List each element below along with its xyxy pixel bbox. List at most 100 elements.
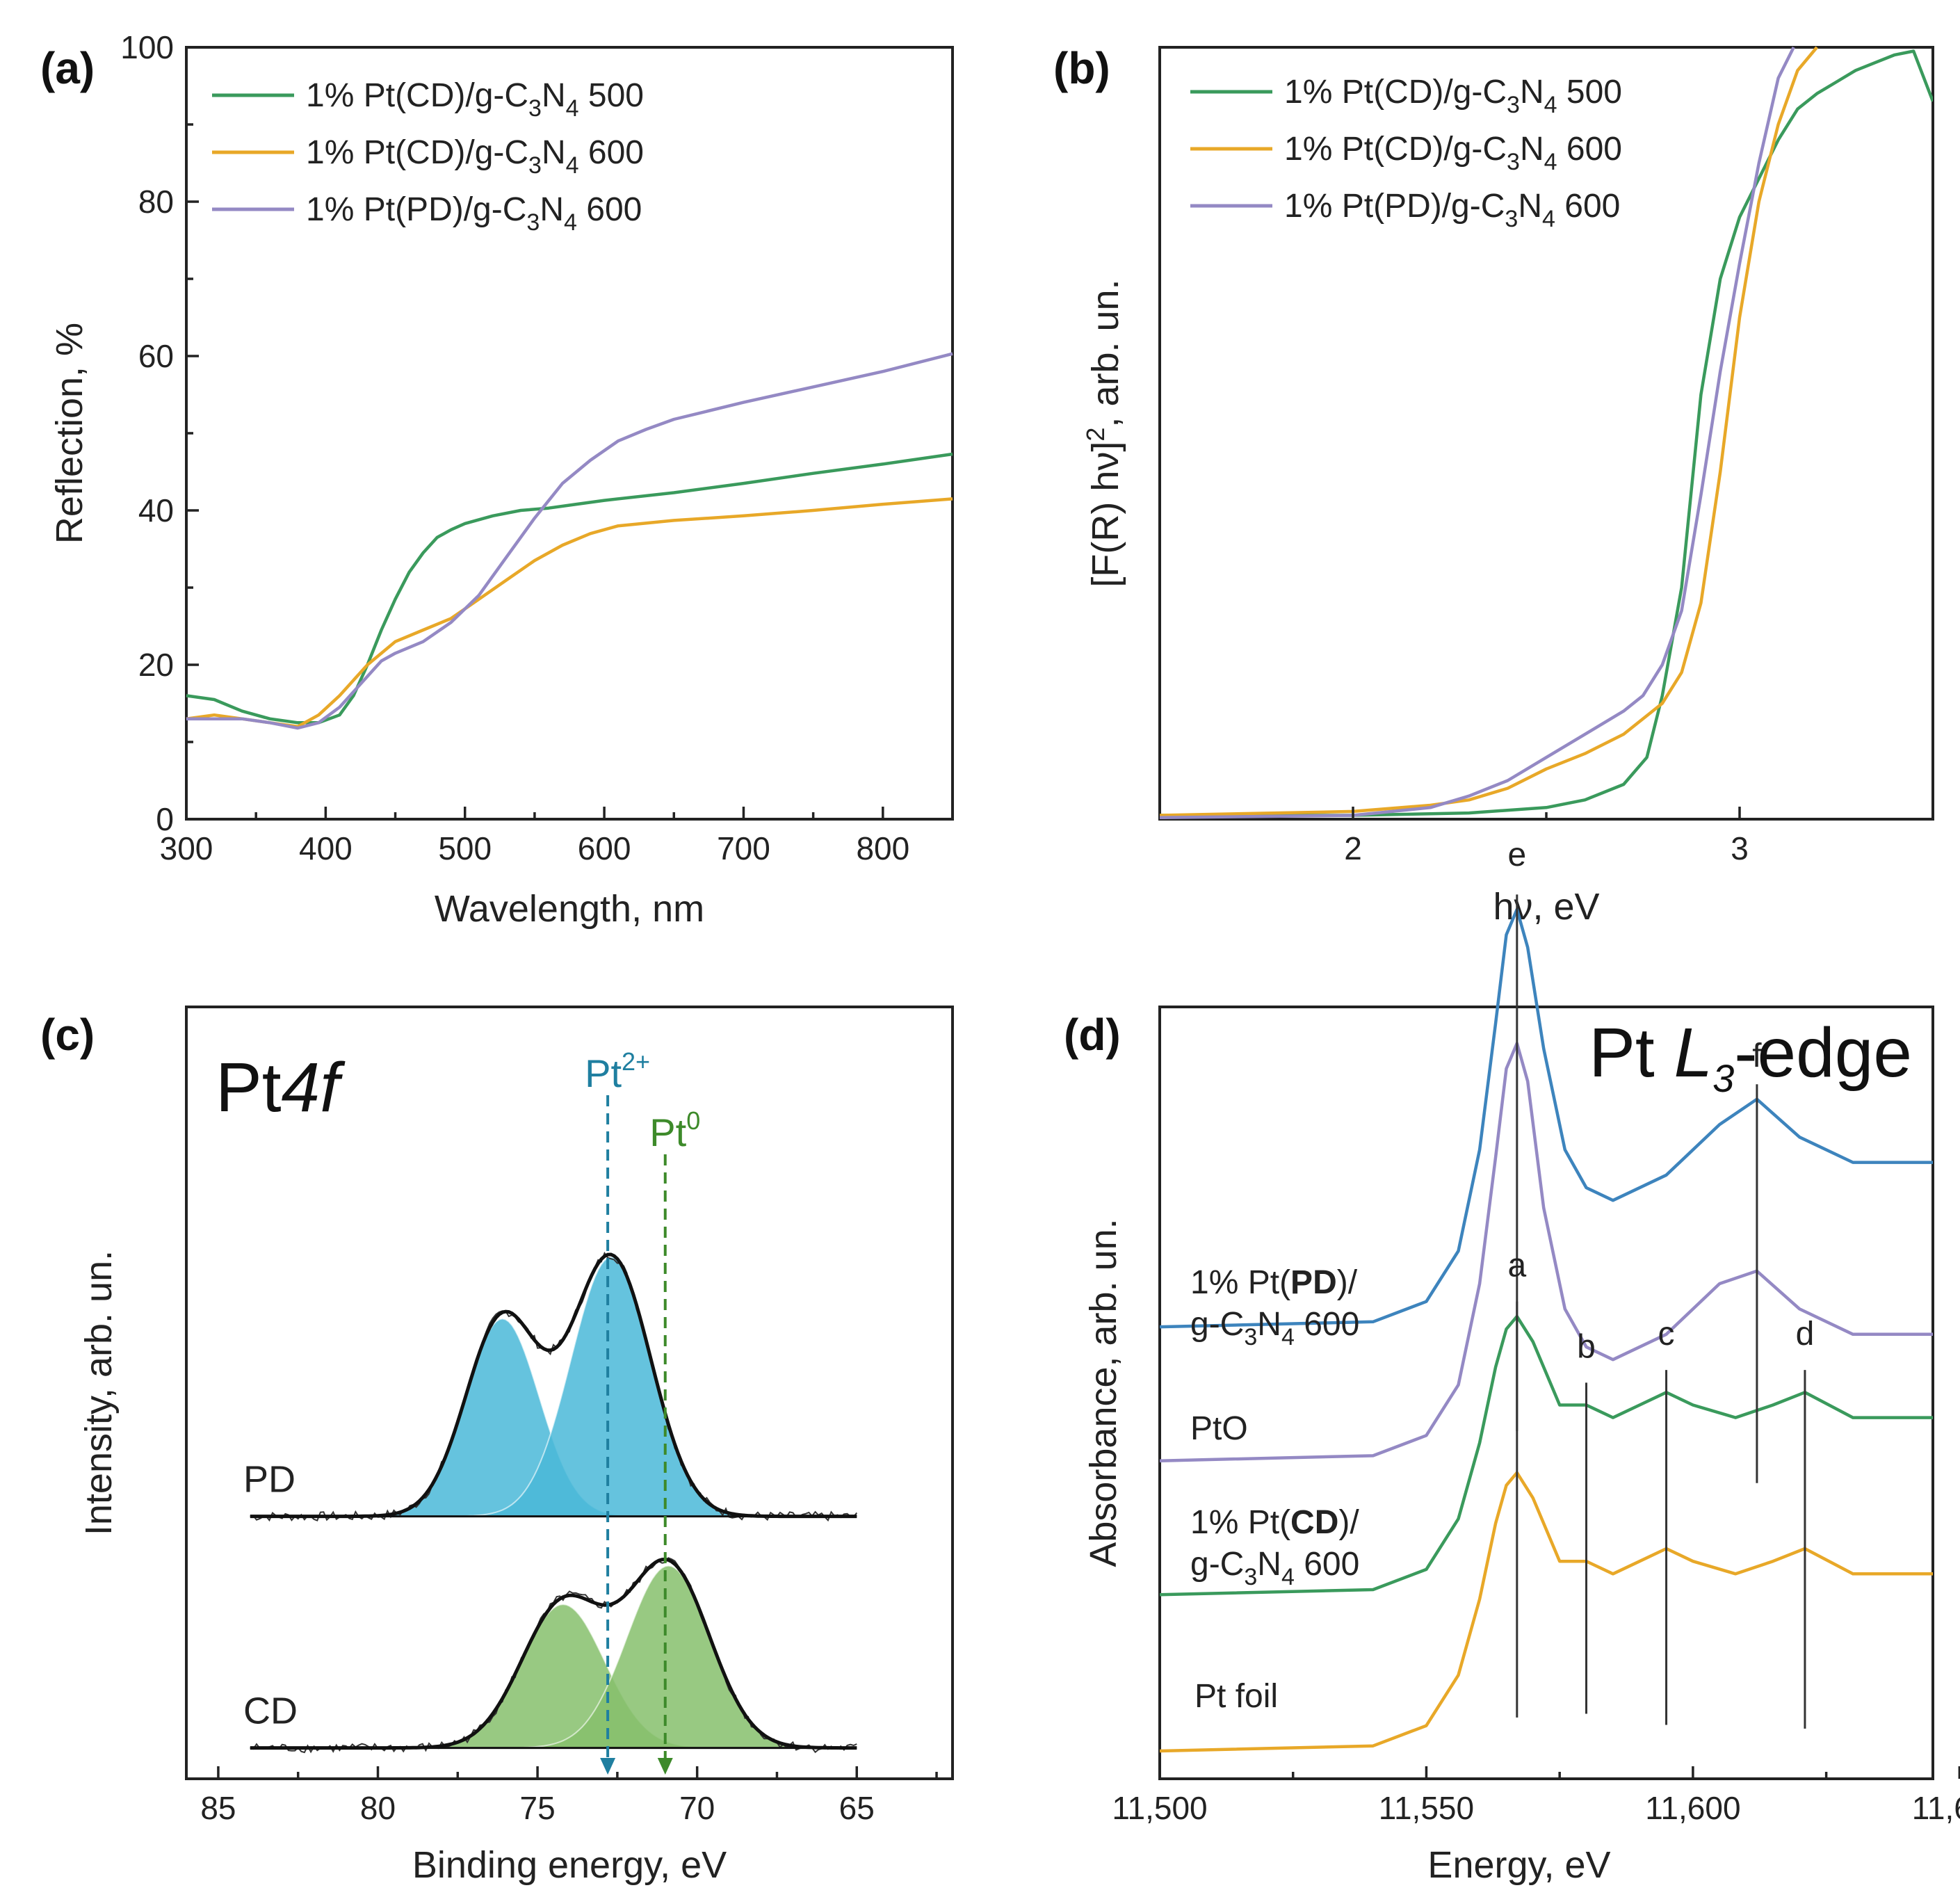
panel-c-ylabel: Intensity, arb. un. xyxy=(78,1250,120,1535)
panel-b-ylabel-sup: 2 xyxy=(1081,428,1110,442)
panel-d-series-label-2-line2: g-C3N4 600 xyxy=(1190,1546,1359,1590)
panel-c-letter: (c) xyxy=(40,1010,95,1060)
panel-b-ylabel-main: [F(R) hν] xyxy=(1085,442,1126,588)
panel-b-series-2 xyxy=(1160,46,1795,819)
panel-c-label-CD: CD xyxy=(243,1690,298,1732)
panel-d-xtick-label-0: 11,500 xyxy=(1112,1790,1207,1826)
panel-d-series-2 xyxy=(1159,1314,1933,1597)
panel-a-xtick-label-4: 700 xyxy=(717,830,770,866)
panel-c-xtick-label-2: 75 xyxy=(519,1790,555,1826)
panel-b-xlabel: hν, eV xyxy=(1493,886,1599,928)
panel-b-legend-2-label: 1% Pt(PD)/g-C3N4 600 xyxy=(1284,188,1620,232)
panel-d-series-label-1: PtO xyxy=(1190,1410,1248,1447)
panel-a-ytick-label-3: 60 xyxy=(138,338,174,374)
panel-c-markers: Pt2+ Pt0 xyxy=(585,1047,700,1775)
panel-a-legend-0-label: 1% Pt(CD)/g-C3N4 500 xyxy=(306,77,644,122)
panel-a-ticks: 300 400 500 600 700 800 0 20 40 60 80 100 xyxy=(120,29,954,866)
panel-a-letter: (a) xyxy=(40,43,95,93)
panel-d-title-ital: L xyxy=(1674,1014,1712,1092)
panel-d-series-label-3: Pt foil xyxy=(1194,1678,1278,1715)
panel-a-legend-1-label: 1% Pt(CD)/g-C3N4 600 xyxy=(306,134,644,179)
panel-c-CD-component-0 xyxy=(250,1604,857,1749)
panel-b-series-1 xyxy=(1160,46,1818,817)
panel-a-ytick-label-5: 100 xyxy=(120,29,174,65)
panel-c-xlabel: Binding energy, eV xyxy=(412,1844,727,1886)
panel-b-ylabel-tail: , arb. un. xyxy=(1085,279,1126,427)
panel-b-letter: (b) xyxy=(1053,43,1110,93)
panel-d-xtick-label-1: 11,550 xyxy=(1379,1790,1474,1826)
panel-a-ytick-label-0: 0 xyxy=(156,801,174,837)
panel-a-xtick-label-0: 300 xyxy=(160,830,213,866)
panel-b-xtick-label-1: 3 xyxy=(1731,830,1749,866)
panel-d-xtick-label-3: 11,650 xyxy=(1912,1790,1960,1826)
panel-d-feature-label-e: e xyxy=(1507,837,1526,873)
panel-c-xtick-label-0: 85 xyxy=(200,1790,236,1826)
panel-c-ticks: 85 80 75 70 65 xyxy=(200,1766,938,1826)
panel-a-xlabel: Wavelength, nm xyxy=(435,888,704,930)
panel-c-marker-label-0: Pt2+ xyxy=(585,1047,650,1095)
panel-a-series-2 xyxy=(186,352,953,730)
panel-d-feature-label-d: d xyxy=(1796,1316,1815,1353)
panel-d-title: Pt L3-edge xyxy=(1589,1014,1912,1100)
panel-d-title-sub: 3 xyxy=(1712,1056,1734,1100)
panel-b-series xyxy=(1160,46,1933,819)
panel-d-series-3 xyxy=(1159,1471,1933,1753)
panel-a-ytick-label-1: 20 xyxy=(138,647,174,683)
panel-a-ylabel: Reflection, % xyxy=(49,323,90,544)
panel-a-xtick-label-5: 800 xyxy=(856,830,909,866)
panel-d-title-tail: -edge xyxy=(1734,1014,1912,1092)
panel-c-title-ital: 4f xyxy=(281,1049,346,1127)
panel-d: (d) e f a b c d 1% Pt(PD)/ g-C3N4 600 PtO 1% Pt(… xyxy=(1064,837,1960,1886)
panel-b-ylabel: [F(R) hν]2, arb. un. xyxy=(1081,279,1126,587)
panel-c-marker-label-1: Pt0 xyxy=(649,1106,700,1154)
panel-d-features: e f a b c d xyxy=(1507,837,1814,1729)
panel-b-xtick-label-0: 2 xyxy=(1344,830,1362,866)
panel-c-title: Pt4f xyxy=(216,1049,346,1127)
panel-b-legend-1-label: 1% Pt(CD)/g-C3N4 600 xyxy=(1284,131,1622,175)
panel-d-series-label-0-line1: 1% Pt(PD)/ xyxy=(1190,1264,1358,1301)
panel-c-title-main: Pt xyxy=(216,1049,282,1127)
panel-c-marker-arrow-1 xyxy=(657,1758,673,1775)
panel-d-ticks: 11,500 11,550 11,600 11,650 xyxy=(1112,1766,1960,1826)
panel-c-label-PD: PD xyxy=(243,1459,295,1501)
panel-c-xtick-label-1: 80 xyxy=(360,1790,396,1826)
panel-d-series-label-2-line1: 1% Pt(CD)/ xyxy=(1190,1504,1359,1541)
panel-d-title-main: Pt xyxy=(1589,1014,1674,1092)
panel-d-feature-label-f: f xyxy=(1752,1038,1762,1074)
panel-a-series-1 xyxy=(186,497,953,729)
panel-a-series-0 xyxy=(186,452,953,725)
panel-a-xtick-label-2: 500 xyxy=(438,830,492,866)
panel-d-feature-label-b: b xyxy=(1577,1328,1596,1365)
panel-d-ylabel: Absorbance, arb. un. xyxy=(1083,1218,1124,1567)
panel-d-feature-label-a: a xyxy=(1507,1248,1526,1284)
panel-d-xtick-label-2: 11,600 xyxy=(1645,1790,1740,1826)
panel-d-letter: (d) xyxy=(1064,1010,1121,1060)
panel-c: (c) PD CD Pt2+ Pt0 85 80 75 70 65 Pt4f Binding… xyxy=(40,1006,954,1886)
panel-a-ytick-label-4: 80 xyxy=(138,184,174,220)
panel-c-PD-component-1 xyxy=(250,1256,857,1517)
panel-d-frame xyxy=(1158,1006,1934,1780)
panel-c-series: PD CD xyxy=(243,1251,858,1754)
panel-a-series xyxy=(186,352,953,730)
panel-b-legend: 1% Pt(CD)/g-C3N4 500 1% Pt(CD)/g-C3N4 600… xyxy=(1190,74,1622,232)
panel-d-series-label-0-line2: g-C3N4 600 xyxy=(1190,1306,1359,1350)
panel-a-ytick-label-2: 40 xyxy=(138,492,174,528)
panel-d-xlabel: Energy, eV xyxy=(1427,1844,1610,1886)
panel-a-xtick-label-1: 400 xyxy=(299,830,353,866)
panel-a-legend-2-label: 1% Pt(PD)/g-C3N4 600 xyxy=(306,191,642,236)
panel-b-legend-0-label: 1% Pt(CD)/g-C3N4 500 xyxy=(1284,74,1622,118)
panel-c-xtick-label-4: 65 xyxy=(839,1790,875,1826)
panel-b-series-0 xyxy=(1160,49,1933,817)
panel-c-xtick-label-3: 70 xyxy=(679,1790,715,1826)
panel-d-feature-label-c: c xyxy=(1658,1316,1675,1353)
panel-a-xtick-label-3: 600 xyxy=(578,830,631,866)
panel-a: (a) 300 400 500 600 700 800 0 20 40 60 80 100 1% Pt… xyxy=(40,29,954,930)
panel-c-marker-arrow-0 xyxy=(600,1758,616,1775)
panel-d-series xyxy=(1159,907,1933,1753)
panel-a-legend: 1% Pt(CD)/g-C3N4 500 1% Pt(CD)/g-C3N4 600… xyxy=(212,77,644,236)
panel-c-frame xyxy=(185,1006,954,1780)
